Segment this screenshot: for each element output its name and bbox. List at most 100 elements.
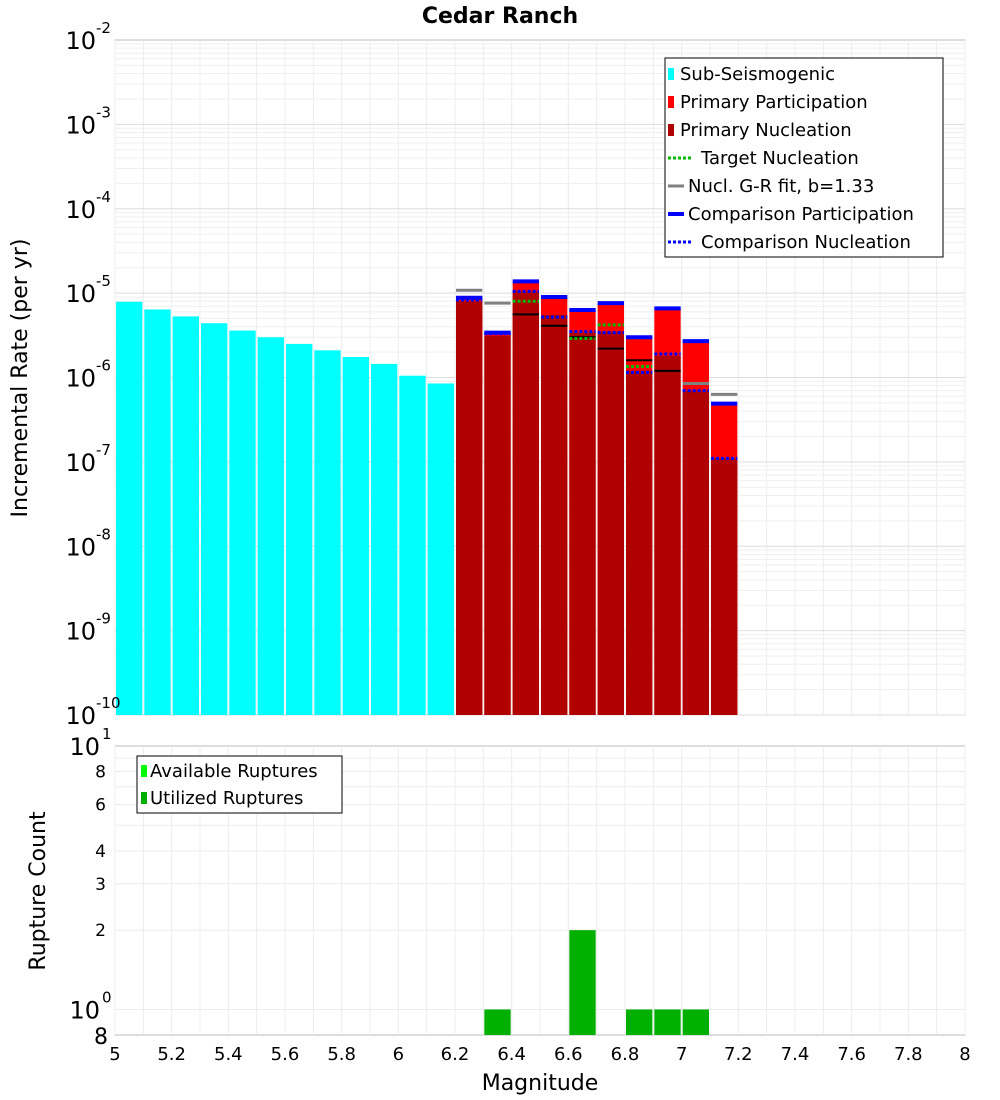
x-tick-label: 8	[959, 1044, 970, 1065]
sub-seismogenic-bar	[257, 337, 284, 715]
count-y-tick-exponent: 1	[102, 725, 112, 743]
sub-seismogenic-bar	[371, 363, 398, 715]
primary-nucleation-bar	[569, 332, 596, 715]
rate-y-tick-exponent: -6	[96, 357, 111, 375]
sub-seismogenic-bar	[286, 343, 313, 715]
sub-seismogenic-bar	[144, 309, 171, 715]
x-tick-label: 6.6	[554, 1044, 583, 1065]
utilized-ruptures-bar	[569, 930, 596, 1035]
magnitude-x-ticks: 5 5.2 5.4 5.6 5.8 6 6.2 6.4 6.6 6.8 7 7.2 7.4 7.6 7.8 8	[109, 1044, 970, 1065]
count-y-tick-label: 3	[95, 875, 106, 895]
rate-legend-label: Comparison Nucleation	[701, 232, 911, 253]
count-y-tick-label: 2	[95, 921, 106, 941]
utilized-ruptures-bar	[682, 1009, 709, 1035]
x-tick-label: 7.8	[894, 1044, 923, 1065]
primary-nucleation-bar	[626, 370, 653, 715]
rate-y-tick-base: 10	[65, 280, 96, 308]
sub-seismogenic-bar	[427, 383, 454, 715]
count-legend-box	[136, 755, 343, 814]
sub-seismogenic-bar	[172, 316, 199, 715]
rate-legend-swatch	[668, 68, 674, 80]
count-legend-swatch	[141, 792, 147, 804]
x-tick-label: 7.6	[837, 1044, 866, 1065]
rate-y-tick-base: 10	[65, 702, 96, 730]
rate-legend-swatch	[668, 96, 674, 108]
rate-y-tick-exponent: -4	[96, 188, 111, 206]
rate-legend-label: Target Nucleation	[700, 148, 859, 169]
primary-nucleation-bar	[654, 355, 681, 715]
rate-y-tick-exponent: -3	[96, 103, 111, 121]
primary-nucleation-bar	[711, 458, 738, 715]
rate-bars	[116, 282, 738, 715]
x-tick-label: 5.6	[271, 1044, 300, 1065]
primary-nucleation-bar	[512, 291, 539, 715]
count-y-tick-base: 10	[69, 996, 100, 1024]
rate-y-tick-base: 10	[65, 618, 96, 646]
count-legend: Available Ruptures Utilized Ruptures	[136, 755, 343, 814]
sub-seismogenic-bar	[399, 375, 426, 715]
rate-legend-box	[664, 57, 944, 258]
count-y-tick-label: 6	[95, 795, 106, 815]
rate-y-tick-exponent: -7	[96, 441, 111, 459]
rate-legend-label: Sub-Seismogenic	[680, 64, 835, 85]
utilized-ruptures-bar	[626, 1009, 653, 1035]
count-y-tick-exponent: 0	[102, 988, 112, 1006]
rate-legend-label: Primary Participation	[680, 92, 868, 113]
count-y-axis-label: Rupture Count	[26, 811, 51, 971]
rate-y-tick-base: 10	[65, 196, 96, 224]
sub-seismogenic-bar	[342, 356, 369, 715]
utilized-ruptures-bar	[654, 1009, 681, 1035]
primary-nucleation-bar	[484, 336, 511, 715]
primary-nucleation-bar	[456, 301, 483, 715]
rate-y-tick-exponent: -8	[96, 525, 111, 543]
x-tick-label: 5	[109, 1044, 120, 1065]
rate-y-tick-base: 10	[65, 27, 96, 55]
rate-legend-label: Comparison Participation	[688, 204, 914, 225]
count-y-tick-base: 10	[69, 733, 100, 761]
count-legend-label: Utilized Ruptures	[150, 788, 303, 809]
rate-y-tick-base: 10	[65, 111, 96, 139]
count-bars	[484, 930, 709, 1035]
rate-y-tick-exponent: -5	[96, 272, 111, 290]
rate-y-axis-label: Incremental Rate (per yr)	[8, 239, 33, 518]
sub-seismogenic-bar	[116, 301, 143, 715]
utilized-ruptures-bar	[484, 1009, 511, 1035]
x-tick-label: 7	[676, 1044, 687, 1065]
primary-nucleation-bar	[541, 315, 568, 715]
x-tick-label: 7.2	[724, 1044, 753, 1065]
x-tick-label: 6.4	[497, 1044, 526, 1065]
primary-nucleation-bar	[597, 331, 624, 715]
x-tick-label: 5.2	[157, 1044, 186, 1065]
count-legend-label: Available Ruptures	[150, 761, 318, 782]
rate-legend-swatch	[668, 124, 674, 136]
rate-y-tick-exponent: -9	[96, 610, 111, 628]
sub-seismogenic-bar	[201, 323, 228, 715]
x-tick-label: 5.4	[214, 1044, 243, 1065]
rate-legend-label: Primary Nucleation	[680, 120, 852, 141]
x-tick-label: 7.4	[781, 1044, 810, 1065]
rate-y-tick-base: 10	[65, 449, 96, 477]
count-y-tick-label: 4	[95, 842, 106, 862]
chart-title: Cedar Ranch	[422, 4, 578, 29]
rate-line-markers	[456, 279, 738, 460]
rate-y-tick-base: 10	[65, 365, 96, 393]
count-y-tick-label: 8	[94, 1025, 108, 1050]
primary-nucleation-bar	[682, 390, 709, 715]
x-axis-label: Magnitude	[482, 1071, 599, 1096]
rate-y-tick-base: 10	[65, 533, 96, 561]
count-y-tick-label: 8	[95, 763, 106, 783]
rate-legend: Sub-Seismogenic Primary Participation Prim…	[664, 57, 944, 258]
x-tick-label: 6.2	[441, 1044, 470, 1065]
rate-y-tick-exponent: -2	[96, 19, 111, 37]
rate-legend-label: Nucl. G-R fit, b=1.33	[688, 176, 874, 197]
rate-y-tick-exponent: -10	[96, 694, 121, 712]
count-legend-swatch	[141, 765, 147, 777]
sub-seismogenic-bar	[229, 330, 256, 715]
x-tick-label: 6	[393, 1044, 404, 1065]
x-tick-label: 5.8	[327, 1044, 356, 1065]
